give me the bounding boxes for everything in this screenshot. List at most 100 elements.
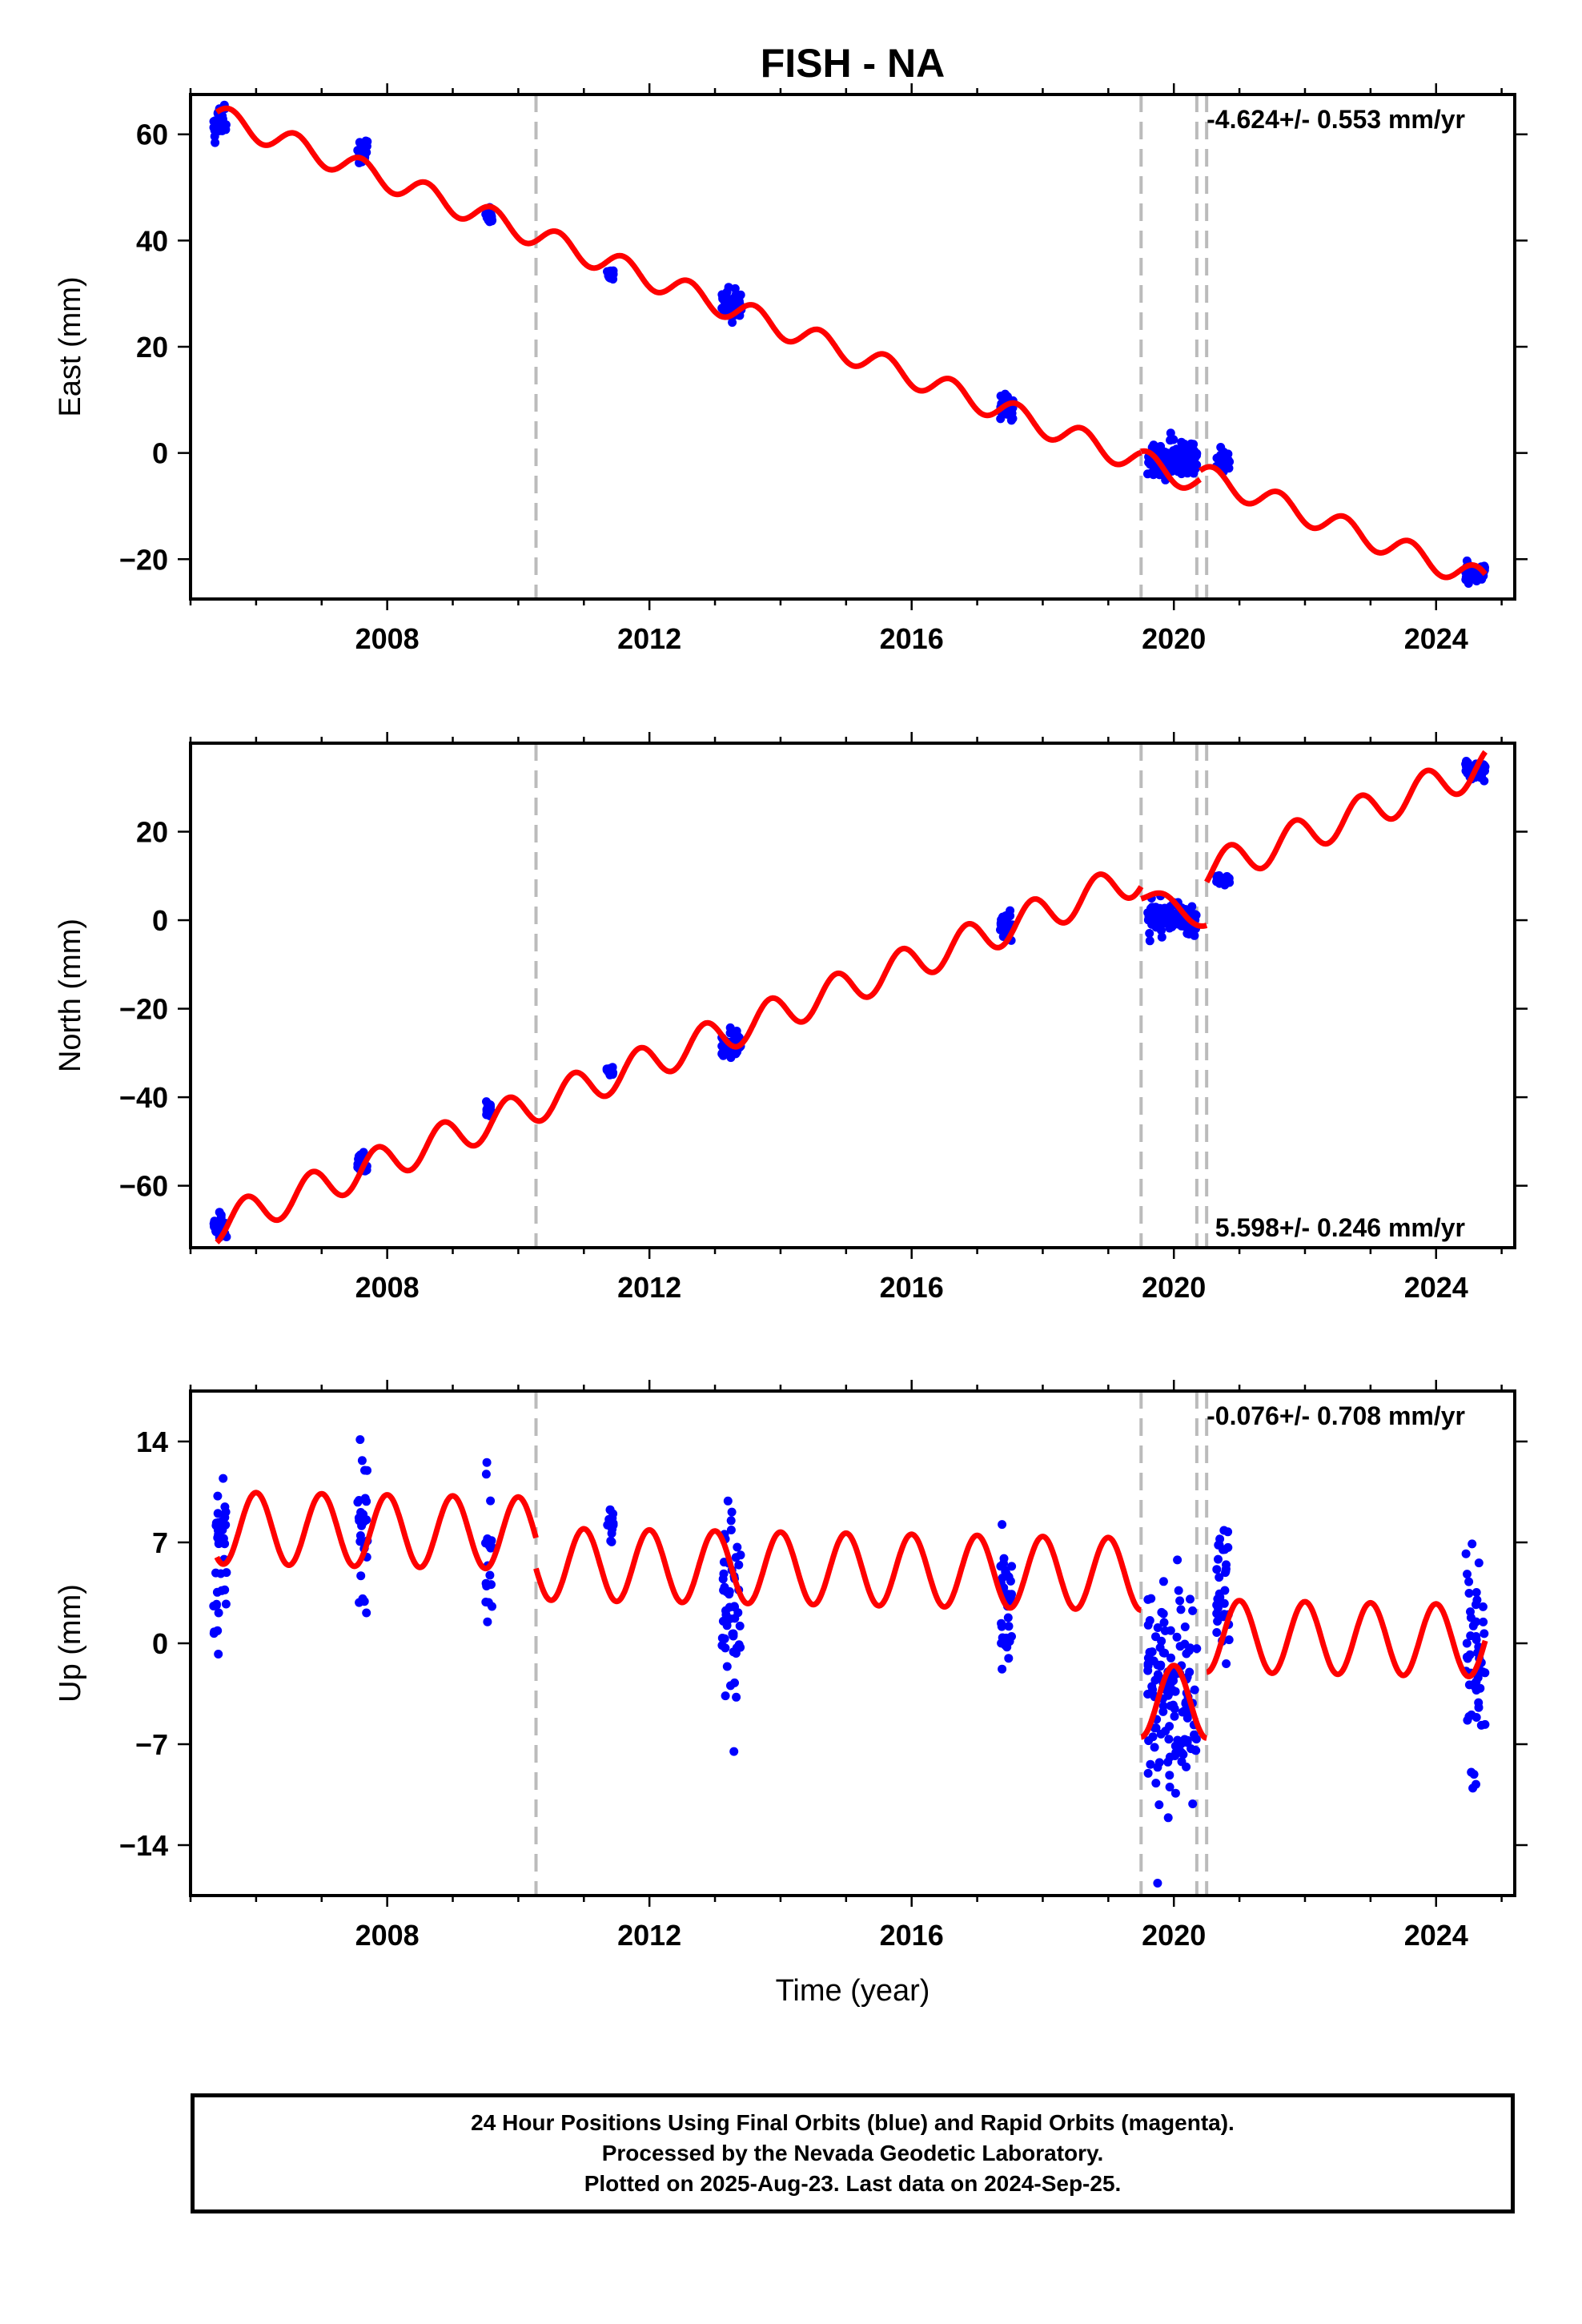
data-point xyxy=(1463,758,1472,767)
data-point xyxy=(1160,1626,1170,1635)
y-axis-label: East (mm) xyxy=(54,276,87,416)
data-point xyxy=(734,1560,744,1570)
data-point xyxy=(1185,1667,1195,1677)
plot-area xyxy=(209,1391,1490,1896)
data-point xyxy=(1190,1730,1199,1739)
data-point xyxy=(1184,1646,1194,1655)
data-point xyxy=(481,1470,491,1479)
model-curve xyxy=(1204,1598,1488,1679)
data-point xyxy=(1215,1593,1224,1602)
data-point xyxy=(1148,1732,1158,1742)
data-point xyxy=(486,1496,496,1506)
data-point xyxy=(1146,1759,1155,1769)
data-point xyxy=(730,283,740,293)
data-point xyxy=(1145,936,1154,946)
data-point xyxy=(1220,1586,1230,1595)
data-point xyxy=(1472,1779,1480,1789)
y-tick-label: −7 xyxy=(135,1728,168,1761)
data-point xyxy=(211,123,220,133)
y-tick-label: 40 xyxy=(136,224,168,257)
data-point xyxy=(1214,1554,1223,1564)
y-tick-label: −20 xyxy=(119,543,168,576)
caption-line: Processed by the Nevada Geodetic Laborat… xyxy=(601,2141,1104,2165)
data-point xyxy=(210,131,219,141)
data-point xyxy=(221,1599,231,1609)
data-point xyxy=(485,1570,495,1580)
axes-frame xyxy=(189,742,1516,1249)
data-point xyxy=(483,1617,492,1626)
data-point xyxy=(726,1681,735,1691)
data-point xyxy=(719,1043,729,1052)
data-point xyxy=(1153,1879,1162,1888)
x-tick-label: 2016 xyxy=(880,1271,944,1304)
data-point xyxy=(717,1641,727,1651)
data-point xyxy=(1006,416,1016,425)
data-point xyxy=(1224,1635,1234,1645)
data-point xyxy=(721,1691,730,1701)
data-point xyxy=(482,1097,491,1107)
model-curve xyxy=(215,105,1143,468)
x-tick-label: 2016 xyxy=(880,1919,944,1952)
data-point xyxy=(213,1509,223,1518)
data-point xyxy=(1149,908,1158,918)
x-axis-label: Time (year) xyxy=(776,1974,930,2008)
data-point xyxy=(998,1520,1007,1530)
data-point xyxy=(1463,1715,1472,1725)
data-point xyxy=(1004,1654,1014,1663)
data-point xyxy=(1143,1653,1153,1663)
data-point xyxy=(1191,1746,1201,1755)
y-tick-label: 14 xyxy=(136,1425,168,1458)
data-point xyxy=(996,925,1005,935)
data-point xyxy=(1157,932,1166,942)
data-point xyxy=(1462,1638,1472,1648)
axes-frame xyxy=(189,93,1516,601)
data-point xyxy=(1146,1594,1156,1603)
rate-label: 5.598+/- 0.246 mm/yr xyxy=(1215,1213,1465,1242)
data-point xyxy=(719,1586,729,1595)
data-point xyxy=(360,1466,369,1475)
data-point xyxy=(1191,910,1199,919)
data-point xyxy=(211,138,220,147)
model-curve xyxy=(533,1526,1143,1614)
data-point xyxy=(356,1571,366,1581)
model-curve xyxy=(1138,890,1209,929)
panel-north: 2008 2012 2016 2020 2024 −60 −40 −20 0 20 North (m… xyxy=(54,732,1528,1304)
panel-east: 2008 2012 2016 2020 2024 −20 0 20 40 60 East (mm) -… xyxy=(54,83,1528,655)
model-curve xyxy=(214,1490,539,1572)
data-point xyxy=(1176,1605,1186,1614)
data-point xyxy=(214,1608,223,1618)
data-point xyxy=(356,1508,366,1517)
data-point xyxy=(1480,1719,1490,1729)
data-point xyxy=(1468,1621,1478,1630)
data-point xyxy=(1465,1650,1475,1659)
y-tick-label: 0 xyxy=(152,437,168,470)
data-point xyxy=(728,318,737,328)
data-point xyxy=(1153,1623,1162,1632)
x-tick-label: 2008 xyxy=(355,1919,420,1952)
data-point xyxy=(1175,1747,1185,1756)
data-point xyxy=(1480,766,1489,776)
data-point xyxy=(1004,1622,1014,1631)
data-point xyxy=(209,1602,219,1610)
data-point xyxy=(1177,1757,1186,1767)
rate-label: -0.076+/- 0.708 mm/yr xyxy=(1207,1401,1465,1430)
x-tick-label: 2012 xyxy=(617,622,681,655)
data-point xyxy=(730,1614,740,1623)
data-point xyxy=(727,1507,737,1517)
model-curve xyxy=(1138,1663,1209,1741)
data-point xyxy=(729,1629,738,1638)
data-point xyxy=(606,273,615,283)
y-tick-label: 0 xyxy=(152,904,168,937)
data-point xyxy=(358,1594,367,1603)
data-point xyxy=(362,1608,371,1618)
data-point xyxy=(1158,1609,1168,1618)
data-point xyxy=(1173,1555,1182,1565)
x-tick-label: 2020 xyxy=(1142,622,1206,655)
data-point xyxy=(999,1558,1008,1568)
data-point xyxy=(1154,470,1164,480)
data-point xyxy=(1163,1682,1173,1691)
data-point xyxy=(606,1536,616,1546)
data-point xyxy=(209,1218,219,1228)
data-point xyxy=(1468,1539,1477,1549)
